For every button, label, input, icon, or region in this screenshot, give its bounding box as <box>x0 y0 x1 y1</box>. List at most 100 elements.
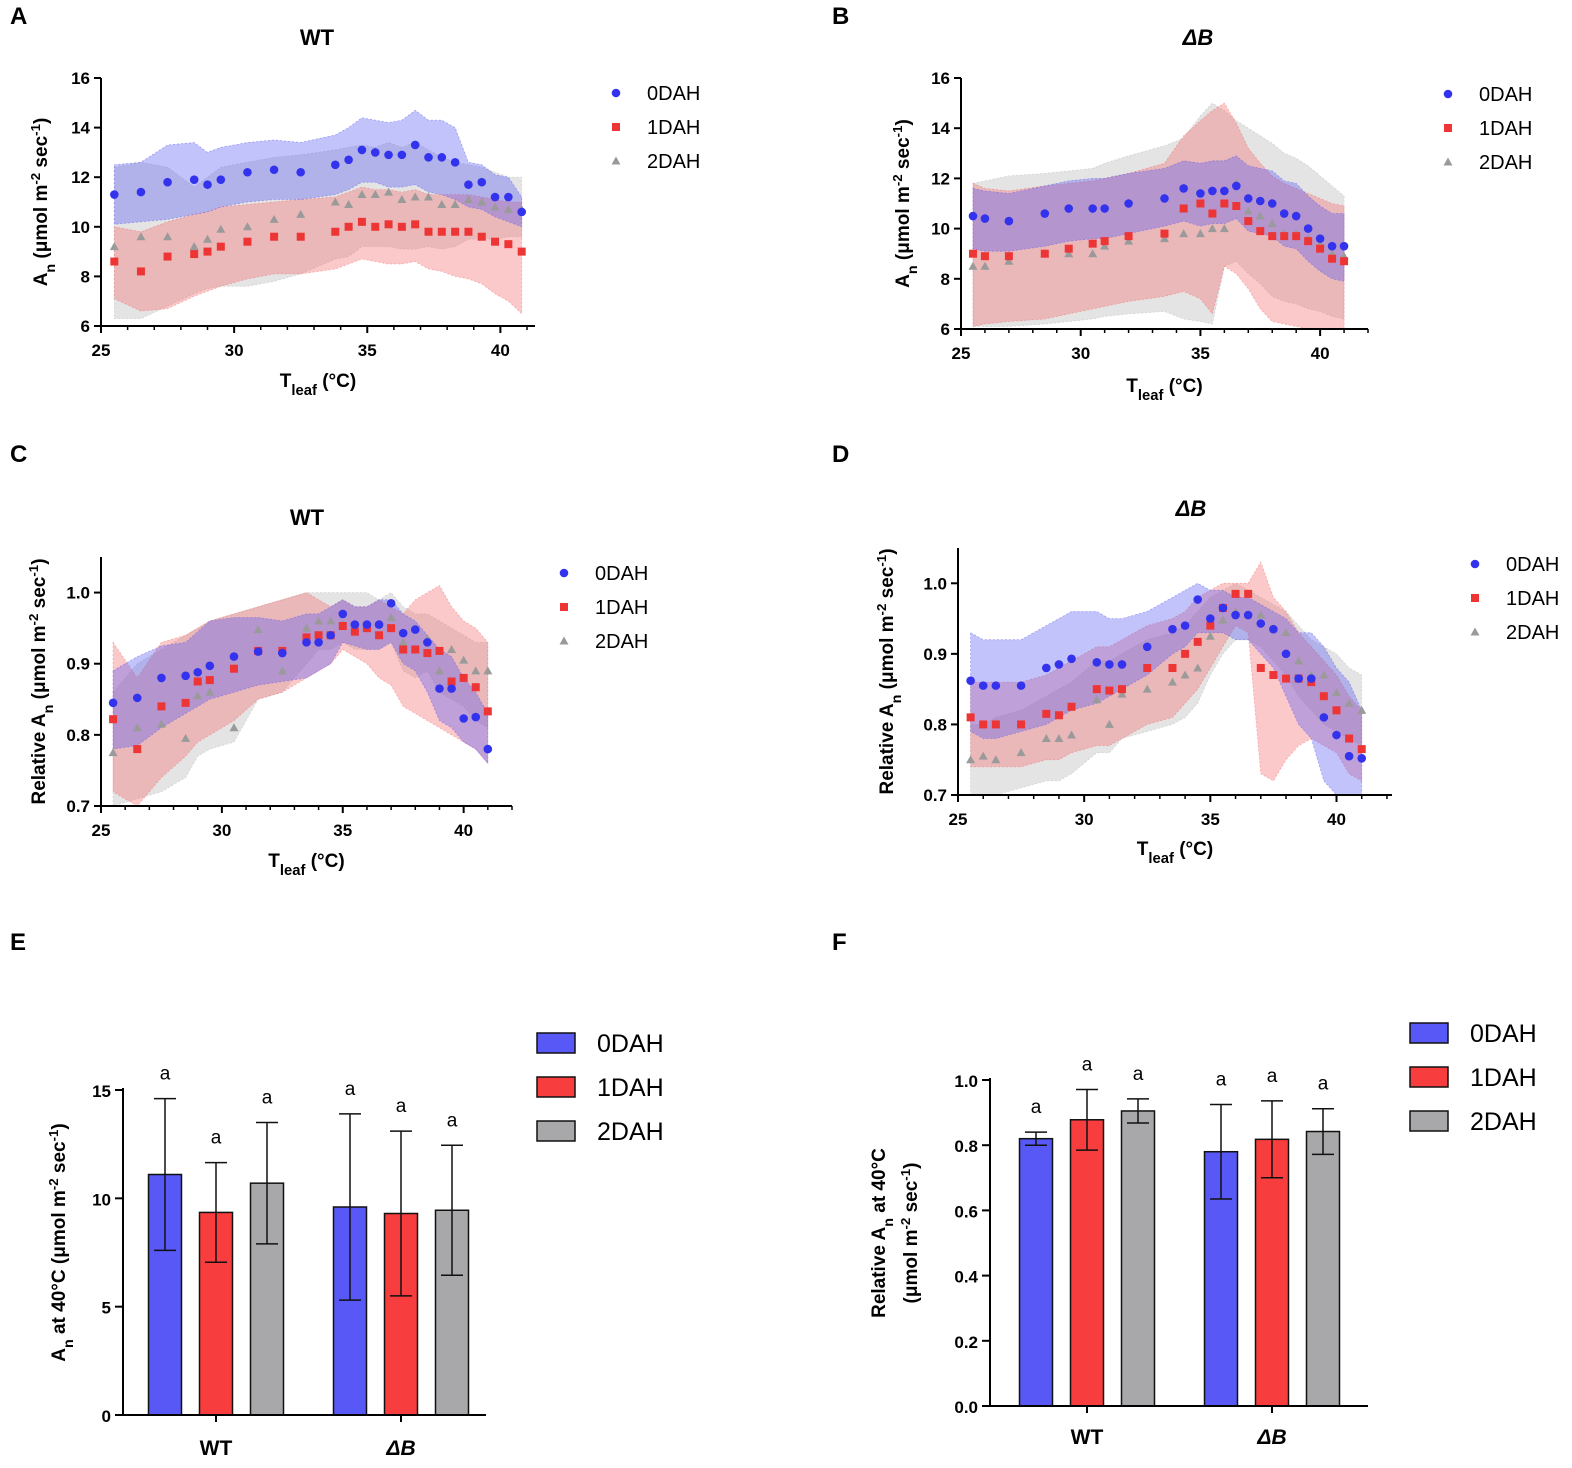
y-tick-label: 12 <box>71 168 90 187</box>
data-point <box>216 242 225 251</box>
data-point <box>424 227 433 236</box>
band-1dah <box>113 186 523 315</box>
y-tick-label: 0.0 <box>954 1398 978 1417</box>
data-point <box>517 207 526 217</box>
data-point <box>1067 730 1077 739</box>
y-tick-label: 8 <box>941 270 950 289</box>
data-point <box>1092 685 1101 694</box>
data-point <box>410 140 420 150</box>
data-point <box>1255 211 1265 220</box>
data-point <box>1206 614 1215 623</box>
legend-marker-0dah <box>611 88 621 98</box>
data-point <box>991 720 1000 729</box>
data-point <box>410 625 420 634</box>
y-tick-label: 6 <box>81 317 90 336</box>
panel-letter: E <box>10 929 26 956</box>
data-point <box>1332 730 1341 740</box>
legend-label-0dah: 0DAH <box>1506 554 1559 576</box>
data-point <box>1179 184 1188 193</box>
data-point <box>1319 692 1328 701</box>
panel-title: WT <box>300 25 335 50</box>
significance-letter: a <box>1031 1097 1042 1118</box>
y-tick-label: 15 <box>92 1082 111 1101</box>
data-point <box>216 175 226 184</box>
data-point <box>450 199 460 208</box>
data-point <box>1180 670 1190 679</box>
band-2dah <box>972 102 1345 327</box>
data-point <box>1064 244 1073 253</box>
data-point <box>483 666 493 675</box>
x-tick-label: 30 <box>1075 810 1094 829</box>
data-point <box>1064 204 1074 213</box>
data-point <box>1168 624 1177 634</box>
data-point <box>357 145 367 155</box>
legend-label-2dah: 2DAH <box>1470 1108 1537 1136</box>
data-point <box>1256 619 1266 628</box>
data-point <box>1219 224 1229 233</box>
bar-2dah-wt <box>1120 1110 1156 1407</box>
data-point <box>968 249 977 258</box>
data-point <box>1088 239 1097 248</box>
data-point <box>189 242 199 251</box>
data-point <box>181 698 190 707</box>
data-point <box>387 624 396 633</box>
data-point <box>1168 663 1177 672</box>
data-point <box>1280 232 1289 241</box>
data-point <box>1143 663 1152 672</box>
data-point <box>163 232 173 241</box>
data-point <box>189 175 199 184</box>
data-point <box>504 192 513 202</box>
y-tick-label: 0.7 <box>66 797 90 816</box>
y-tick-label: 0.7 <box>923 786 947 805</box>
data-point <box>1294 656 1304 665</box>
data-point <box>437 153 447 162</box>
data-point <box>1179 204 1188 213</box>
data-point <box>314 616 324 625</box>
significance-letter: a <box>160 1064 171 1085</box>
legend-marker-2dah <box>611 156 621 165</box>
y-axis-label: Relative An (μmol m-2 sec-1) <box>874 548 906 794</box>
data-point <box>968 211 978 221</box>
x-tick-label: 35 <box>1201 810 1220 829</box>
data-point <box>1255 196 1265 206</box>
data-point <box>477 177 487 187</box>
data-point <box>203 234 213 243</box>
legend-swatch-0dah <box>1409 1022 1449 1044</box>
y-tick-label: 5 <box>102 1299 111 1318</box>
panel-title: ΔB <box>1175 496 1207 521</box>
data-point <box>423 638 432 647</box>
data-point <box>1206 621 1215 630</box>
data-point <box>459 673 468 682</box>
y-tick-label: 0.8 <box>66 726 90 745</box>
data-point <box>243 167 252 177</box>
data-point <box>1181 649 1190 658</box>
data-point <box>1304 237 1313 246</box>
panel-letter: C <box>10 441 27 468</box>
legend-label-0dah: 0DAH <box>595 563 648 585</box>
data-point <box>424 153 433 162</box>
data-point <box>1193 637 1202 646</box>
data-point <box>330 197 340 206</box>
data-point <box>136 187 146 197</box>
data-point <box>1344 698 1354 707</box>
y-tick-label: 1.0 <box>954 1072 978 1091</box>
legend-marker-1dah <box>1444 124 1452 132</box>
legend-marker-1dah <box>1471 594 1479 602</box>
data-point <box>1269 624 1278 634</box>
data-point <box>459 714 468 723</box>
data-point <box>411 645 420 654</box>
legend-label-2dah: 2DAH <box>647 151 700 173</box>
data-point <box>181 671 190 681</box>
panel-c: 25 30 35 40 0.7 0.8 0.9 1.0 C WT Tleaf (°C) Relativ… <box>10 441 648 879</box>
data-point <box>1100 237 1109 246</box>
band-2dah <box>970 582 1363 795</box>
legend: 0DAH 1DAH 2DAH <box>1409 1020 1537 1136</box>
data-point <box>1196 199 1205 208</box>
data-point <box>1160 194 1169 203</box>
data-point <box>110 190 119 199</box>
data-point <box>1345 734 1354 743</box>
legend-swatch-2dah <box>536 1120 576 1142</box>
legend-label-1dah: 1DAH <box>1506 588 1559 610</box>
data-point <box>1160 234 1169 243</box>
category-label: ΔB <box>385 1437 415 1460</box>
